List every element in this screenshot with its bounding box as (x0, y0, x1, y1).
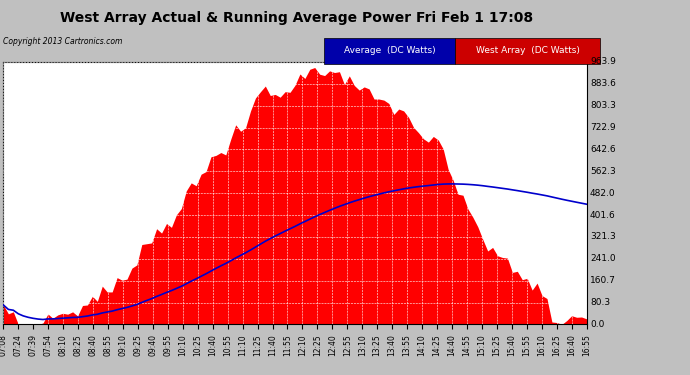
Text: 241.0: 241.0 (590, 254, 615, 263)
Text: 883.6: 883.6 (590, 79, 615, 88)
Text: 160.7: 160.7 (590, 276, 615, 285)
Text: 0.0: 0.0 (590, 320, 604, 329)
Text: 803.3: 803.3 (590, 101, 615, 110)
Text: 321.3: 321.3 (590, 232, 615, 242)
Text: Average  (DC Watts): Average (DC Watts) (344, 46, 435, 55)
Text: West Array Actual & Running Average Power Fri Feb 1 17:08: West Array Actual & Running Average Powe… (60, 11, 533, 25)
Text: 401.6: 401.6 (590, 210, 615, 219)
Text: 642.6: 642.6 (590, 145, 615, 154)
Text: West Array  (DC Watts): West Array (DC Watts) (476, 46, 580, 55)
Text: 482.0: 482.0 (590, 189, 615, 198)
Text: Copyright 2013 Cartronics.com: Copyright 2013 Cartronics.com (3, 38, 123, 46)
Text: 722.9: 722.9 (590, 123, 615, 132)
Text: 562.3: 562.3 (590, 167, 615, 176)
Text: 963.9: 963.9 (590, 57, 615, 66)
Text: 80.3: 80.3 (590, 298, 610, 307)
